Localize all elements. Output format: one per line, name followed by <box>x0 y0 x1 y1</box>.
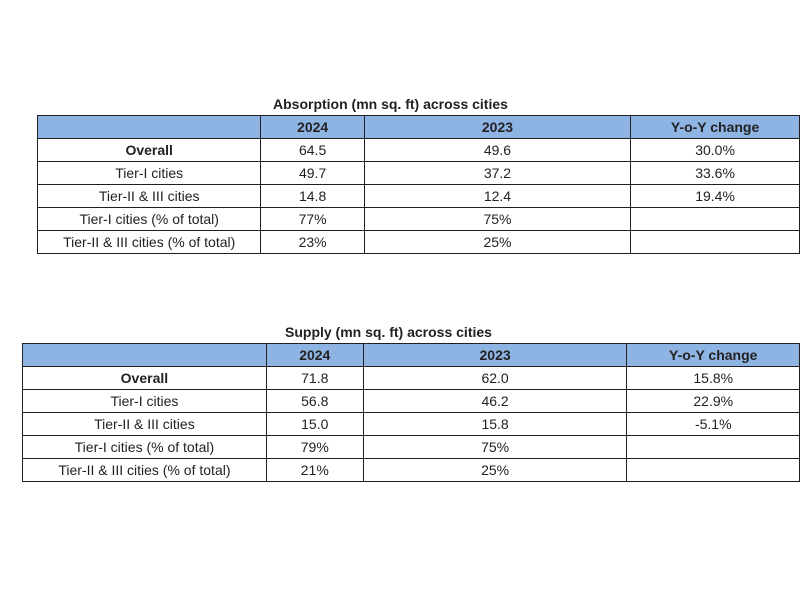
absorption-table-row: Tier-II & III cities 14.8 12.4 19.4% <box>36 184 800 208</box>
row-label-cell: Tier-II & III cities (% of total) <box>22 458 267 482</box>
yoy-change-cell: 15.8% <box>626 366 800 390</box>
row-label-cell: Tier-I cities (% of total) <box>36 207 262 231</box>
value-2024-cell: 71.8 <box>265 366 364 390</box>
row-label-cell: Tier-I cities <box>36 161 262 185</box>
value-2023-cell: 46.2 <box>362 389 628 413</box>
header-cell-2023: 2023 <box>363 115 632 139</box>
yoy-change-cell: 33.6% <box>630 161 800 185</box>
absorption-table: 2024 2023 Y-o-Y change Overall 64.5 49.6 30… <box>36 115 800 254</box>
value-2024-cell: 79% <box>265 435 364 459</box>
row-label-cell: Overall <box>22 366 267 390</box>
absorption-header-row: 2024 2023 Y-o-Y change <box>36 115 800 139</box>
value-2023-cell: 62.0 <box>362 366 628 390</box>
header-cell-2024: 2024 <box>265 343 364 367</box>
value-2024-cell: 23% <box>260 230 365 254</box>
absorption-table-title: Absorption (mn sq. ft) across cities <box>273 96 508 112</box>
absorption-table-row: Tier-II & III cities (% of total) 23% 25% <box>36 230 800 254</box>
value-2023-cell: 75% <box>362 435 628 459</box>
supply-table-row: Tier-I cities 56.8 46.2 22.9% <box>22 389 800 413</box>
value-2024-cell: 77% <box>260 207 365 231</box>
absorption-table-row: Overall 64.5 49.6 30.0% <box>36 138 800 162</box>
value-2023-cell: 49.6 <box>363 138 632 162</box>
value-2024-cell: 14.8 <box>260 184 365 208</box>
value-2023-cell: 75% <box>363 207 632 231</box>
value-2024-cell: 64.5 <box>260 138 365 162</box>
value-2023-cell: 25% <box>362 458 628 482</box>
value-2023-cell: 25% <box>363 230 632 254</box>
supply-header-row: 2024 2023 Y-o-Y change <box>22 343 800 367</box>
value-2024-cell: 49.7 <box>260 161 365 185</box>
yoy-change-cell: 30.0% <box>630 138 800 162</box>
supply-table-row: Tier-II & III cities 15.0 15.8 -5.1% <box>22 412 800 436</box>
header-cell-yoy-change: Y-o-Y change <box>630 115 800 139</box>
row-label-cell: Tier-II & III cities <box>36 184 262 208</box>
row-label-cell: Tier-I cities (% of total) <box>22 435 267 459</box>
value-2024-cell: 21% <box>265 458 364 482</box>
value-2024-cell: 15.0 <box>265 412 364 436</box>
value-2023-cell: 15.8 <box>362 412 628 436</box>
yoy-change-cell <box>626 458 800 482</box>
yoy-change-cell: 22.9% <box>626 389 800 413</box>
supply-table-row: Overall 71.8 62.0 15.8% <box>22 366 800 390</box>
value-2023-cell: 12.4 <box>363 184 632 208</box>
header-cell-label <box>36 115 262 139</box>
yoy-change-cell <box>630 207 800 231</box>
header-cell-yoy-change: Y-o-Y change <box>626 343 800 367</box>
header-cell-2023: 2023 <box>362 343 628 367</box>
value-2024-cell: 56.8 <box>265 389 364 413</box>
row-label-cell: Tier-II & III cities <box>22 412 267 436</box>
supply-table-row: Tier-I cities (% of total) 79% 75% <box>22 435 800 459</box>
header-cell-label <box>22 343 267 367</box>
absorption-table-row: Tier-I cities (% of total) 77% 75% <box>36 207 800 231</box>
yoy-change-cell: 19.4% <box>630 184 800 208</box>
supply-table-row: Tier-II & III cities (% of total) 21% 25% <box>22 458 800 482</box>
header-cell-2024: 2024 <box>260 115 365 139</box>
yoy-change-cell: -5.1% <box>626 412 800 436</box>
supply-table: 2024 2023 Y-o-Y change Overall 71.8 62.0 15… <box>22 343 800 482</box>
value-2023-cell: 37.2 <box>363 161 632 185</box>
yoy-change-cell <box>626 435 800 459</box>
row-label-cell: Overall <box>36 138 262 162</box>
row-label-cell: Tier-I cities <box>22 389 267 413</box>
absorption-table-row: Tier-I cities 49.7 37.2 33.6% <box>36 161 800 185</box>
supply-table-title: Supply (mn sq. ft) across cities <box>285 324 492 340</box>
absorption-table-body: Overall 64.5 49.6 30.0% Tier-I cities 49.7 37.… <box>36 138 800 254</box>
row-label-cell: Tier-II & III cities (% of total) <box>36 230 262 254</box>
supply-table-body: Overall 71.8 62.0 15.8% Tier-I cities 56.8 46.… <box>22 366 800 482</box>
yoy-change-cell <box>630 230 800 254</box>
